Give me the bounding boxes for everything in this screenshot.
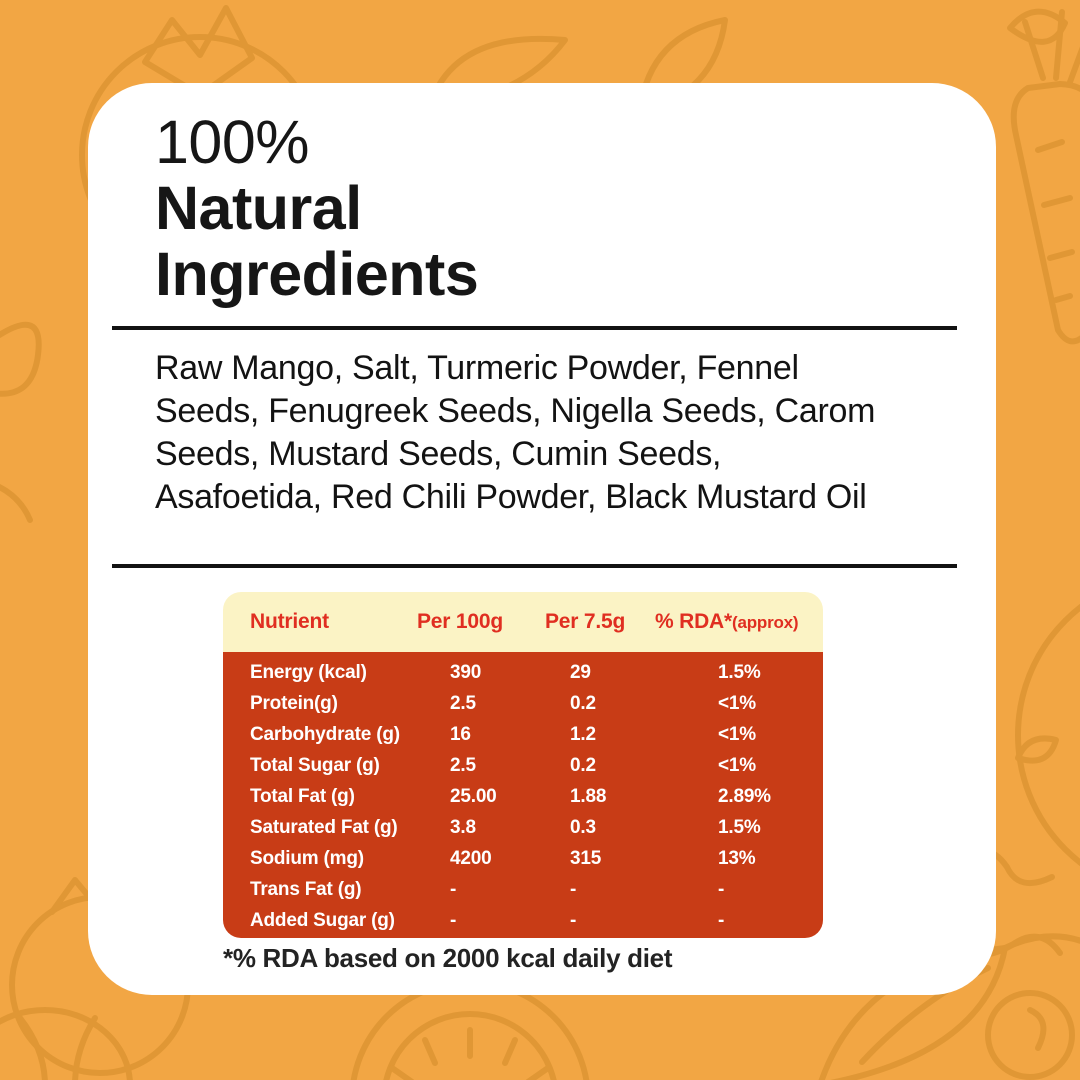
cell-per7-5g-value: 0.2 (570, 692, 596, 714)
page-title: 100% Natural Ingredients (155, 108, 479, 308)
cell-nutrient-label: Energy (kcal) (250, 661, 367, 683)
nutrition-table: Nutrient Per 100g Per 7.5g % RDA*(approx… (223, 592, 823, 938)
divider-top (112, 326, 957, 330)
content-card: 100% Natural Ingredients Raw Mango, Salt… (88, 83, 996, 995)
table-row: Carbohydrate (g) 16 1.2 <1% (223, 719, 823, 750)
table-row: Sodium (mg) 4200 315 13% (223, 843, 823, 874)
table-row: Added Sugar (g) - - - (223, 905, 823, 936)
cell-per100g-value: 2.5 (450, 754, 476, 776)
header-cell-rda: % RDA*(approx) (655, 610, 799, 633)
ingredient-line: Seeds, Mustard Seeds, Cumin Seeds, (155, 435, 722, 473)
cell-rda-value: - (718, 878, 725, 900)
cell-per100g-value: 3.8 (450, 816, 476, 838)
cell-nutrient-label: Total Fat (g) (250, 785, 355, 807)
cell-per7-5g-value: 29 (570, 661, 591, 683)
header-cell-nutrient: Nutrient (250, 610, 329, 633)
cell-nutrient-label: Trans Fat (g) (250, 878, 362, 900)
table-row: Total Fat (g) 25.00 1.88 2.89% (223, 781, 823, 812)
cell-rda-value: - (718, 909, 725, 931)
cell-nutrient-label: Total Sugar (g) (250, 754, 380, 776)
title-line-percent: 100% (155, 108, 310, 176)
table-row: Trans Fat (g) - - - (223, 874, 823, 905)
cell-rda-value: <1% (718, 754, 756, 776)
ingredient-line: Seeds, Fenugreek Seeds, Nigella Seeds, C… (155, 392, 876, 430)
table-row: Saturated Fat (g) 3.8 0.3 1.5% (223, 812, 823, 843)
ingredient-line: Asafoetida, Red Chili Powder, Black Must… (155, 478, 867, 516)
cell-per7-5g-value: - (570, 909, 577, 931)
cell-per100g-value: 4200 (450, 847, 492, 869)
cell-per7-5g-value: - (570, 878, 577, 900)
cell-per100g-value: 25.00 (450, 785, 497, 807)
cell-nutrient-label: Added Sugar (g) (250, 909, 395, 931)
title-line-ingredients: Ingredients (155, 240, 479, 308)
cell-nutrient-label: Sodium (mg) (250, 847, 364, 869)
header-cell-per7-5g: Per 7.5g (545, 610, 626, 633)
ingredient-line: Raw Mango, Salt, Turmeric Powder, Fennel (155, 349, 799, 387)
cell-per7-5g-value: 1.2 (570, 723, 596, 745)
cell-rda-value: 13% (718, 847, 756, 869)
cell-rda-value: <1% (718, 723, 756, 745)
cell-per100g-value: 2.5 (450, 692, 476, 714)
table-header-row: Nutrient Per 100g Per 7.5g % RDA*(approx… (223, 592, 823, 652)
cell-per100g-value: - (450, 878, 457, 900)
cell-nutrient-label: Saturated Fat (g) (250, 816, 398, 838)
cell-rda-value: 1.5% (718, 816, 761, 838)
divider-bottom (112, 564, 957, 568)
cell-per100g-value: 390 (450, 661, 482, 683)
table-row: Protein(g) 2.5 0.2 <1% (223, 688, 823, 719)
cell-per7-5g-value: 315 (570, 847, 602, 869)
ingredients-text: Raw Mango, Salt, Turmeric Powder, Fennel… (155, 347, 875, 519)
cell-rda-value: 2.89% (718, 785, 771, 807)
cell-nutrient-label: Protein(g) (250, 692, 338, 714)
header-cell-per100g: Per 100g (417, 610, 503, 633)
table-row: Energy (kcal) 390 29 1.5% (223, 657, 823, 688)
cell-per100g-value: 16 (450, 723, 471, 745)
footnote: *% RDA based on 2000 kcal daily diet (223, 943, 673, 973)
cell-per7-5g-value: 0.2 (570, 754, 596, 776)
cell-per7-5g-value: 0.3 (570, 816, 596, 838)
table-row: Total Sugar (g) 2.5 0.2 <1% (223, 750, 823, 781)
cell-per7-5g-value: 1.88 (570, 785, 607, 807)
cell-rda-value: <1% (718, 692, 756, 714)
title-line-natural: Natural (155, 174, 362, 242)
cell-per100g-value: - (450, 909, 457, 931)
cell-nutrient-label: Carbohydrate (g) (250, 723, 400, 745)
cell-rda-value: 1.5% (718, 661, 761, 683)
header-cell-rda-approx: (approx) (731, 613, 799, 632)
table-body: Energy (kcal) 390 29 1.5% Protein(g) 2.5… (223, 652, 823, 938)
